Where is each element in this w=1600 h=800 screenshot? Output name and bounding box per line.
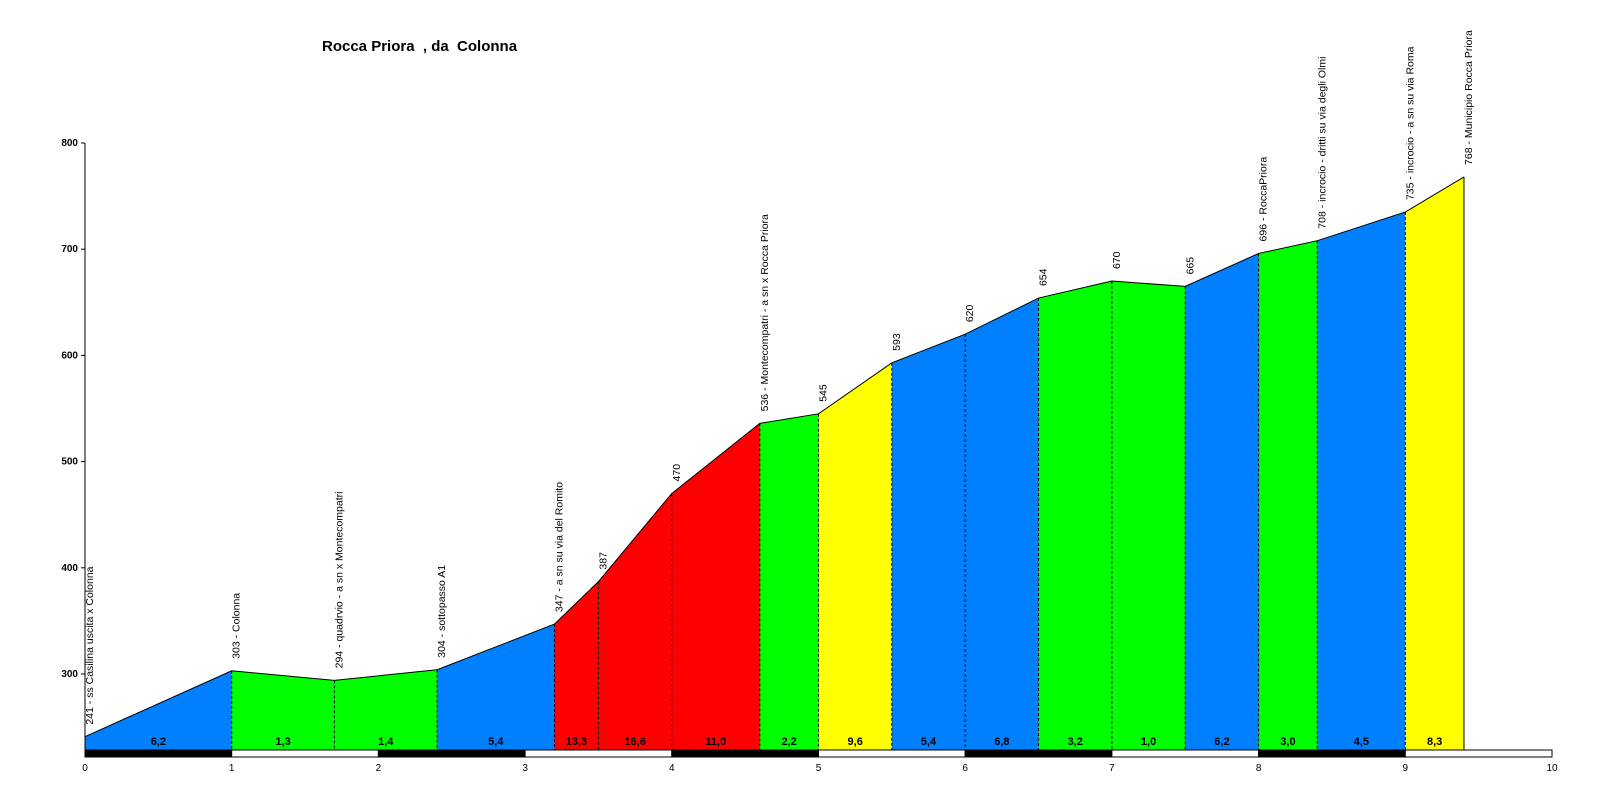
distance-scale-block [964,749,1113,758]
profile-segment [1111,281,1186,750]
segment-gradient-label: 1,4 [378,736,394,748]
profile-segment [1317,212,1406,750]
y-tick-label: 500 [61,457,78,468]
segment-gradient-label: 6,2 [151,736,166,748]
profile-segment [891,334,966,750]
segment-gradient-label: 4,5 [1354,736,1369,748]
point-label: 735 - incrocio - a sn su via Roma [1404,46,1416,200]
x-tick-label: 10 [1546,763,1558,774]
point-label: 545 [818,384,830,402]
profile-segment [231,670,335,750]
segment-gradient-label: 1,0 [1141,736,1156,748]
point-label: 303 - Colonna [231,593,243,659]
segment-gradient-label: 13,3 [566,736,587,748]
profile-segment [759,413,819,750]
profile-segment [671,423,760,750]
y-tick-label: 800 [61,138,78,149]
x-tick-label: 5 [816,763,822,774]
chart-title: Rocca Priora , da Colonna [322,38,518,55]
segment-gradient-label: 5,4 [921,736,937,748]
point-label: 347 - a sn su via del Romito [553,482,565,612]
segment-gradient-label: 3,0 [1280,736,1295,748]
segment-gradient-label: 6,8 [994,736,1009,748]
distance-scale-block [1111,749,1260,758]
profile-segment [1258,240,1318,751]
distance-scale-block [231,749,379,758]
x-tick-label: 7 [1109,763,1115,774]
point-label: 387 [597,552,609,570]
profile-segment [818,362,892,750]
point-label: 620 [964,304,976,322]
point-label: 708 - incrocio - dritti su via degli Olm… [1316,57,1328,229]
point-label: 536 - Montecompatri - a sn x Rocca Prior… [759,214,771,411]
distance-scale-block [1404,749,1553,758]
distance-scale-block [377,749,526,758]
profile-segment [554,581,599,750]
x-tick-label: 0 [82,763,88,774]
x-tick-label: 6 [962,763,968,774]
profile-segment [965,298,1039,750]
distance-scale-block [1258,749,1406,758]
segment-gradient-label: 11,0 [705,736,726,748]
segment-gradient-label: 1,3 [275,736,290,748]
profile-segment [437,624,555,750]
profile-segment [1405,176,1464,750]
point-label: 768 - Municipio Rocca Priora [1463,30,1475,165]
profile-segment [334,669,438,750]
profile-segment [85,670,232,750]
segment-gradient-label: 6,2 [1214,736,1229,748]
point-label: 665 [1184,257,1196,275]
x-tick-label: 8 [1256,763,1262,774]
x-tick-label: 2 [376,763,382,774]
point-label: 304 - sottopasso A1 [436,565,448,658]
point-label: 294 - quadrvio - a sn x Montecompatri [333,492,345,669]
x-tick-label: 9 [1403,763,1409,774]
point-label: 241 - ss Casilina uscita x Colonna [84,566,96,724]
point-label: 654 [1038,268,1050,286]
y-tick-label: 700 [61,244,78,255]
point-label: 696 - RoccaPriora [1258,157,1270,242]
distance-scale-block [671,749,819,758]
y-tick-label: 600 [61,350,78,361]
profile-segment [1185,253,1259,750]
y-tick-label: 300 [61,669,78,680]
point-label: 593 [891,333,903,351]
distance-scale-block [818,749,966,758]
distance-scale-block [524,749,673,758]
profile-line [84,176,1465,738]
profile-segment [1038,281,1112,750]
point-label: 470 [671,464,683,482]
segment-gradient-label: 2,2 [782,736,797,748]
distance-scale-block [84,749,233,758]
segment-gradient-label: 8,3 [1427,736,1442,748]
x-tick-label: 4 [669,763,675,774]
x-tick-label: 1 [229,763,235,774]
segment-gradient-label: 5,4 [488,736,504,748]
segment-gradient-label: 16,6 [624,736,645,748]
segment-gradient-label: 9,6 [848,736,863,748]
y-tick-label: 400 [61,563,78,574]
segment-gradient-label: 3,2 [1068,736,1083,748]
point-label: 670 [1111,251,1123,269]
x-tick-label: 3 [522,763,528,774]
profile-segment [598,493,672,750]
